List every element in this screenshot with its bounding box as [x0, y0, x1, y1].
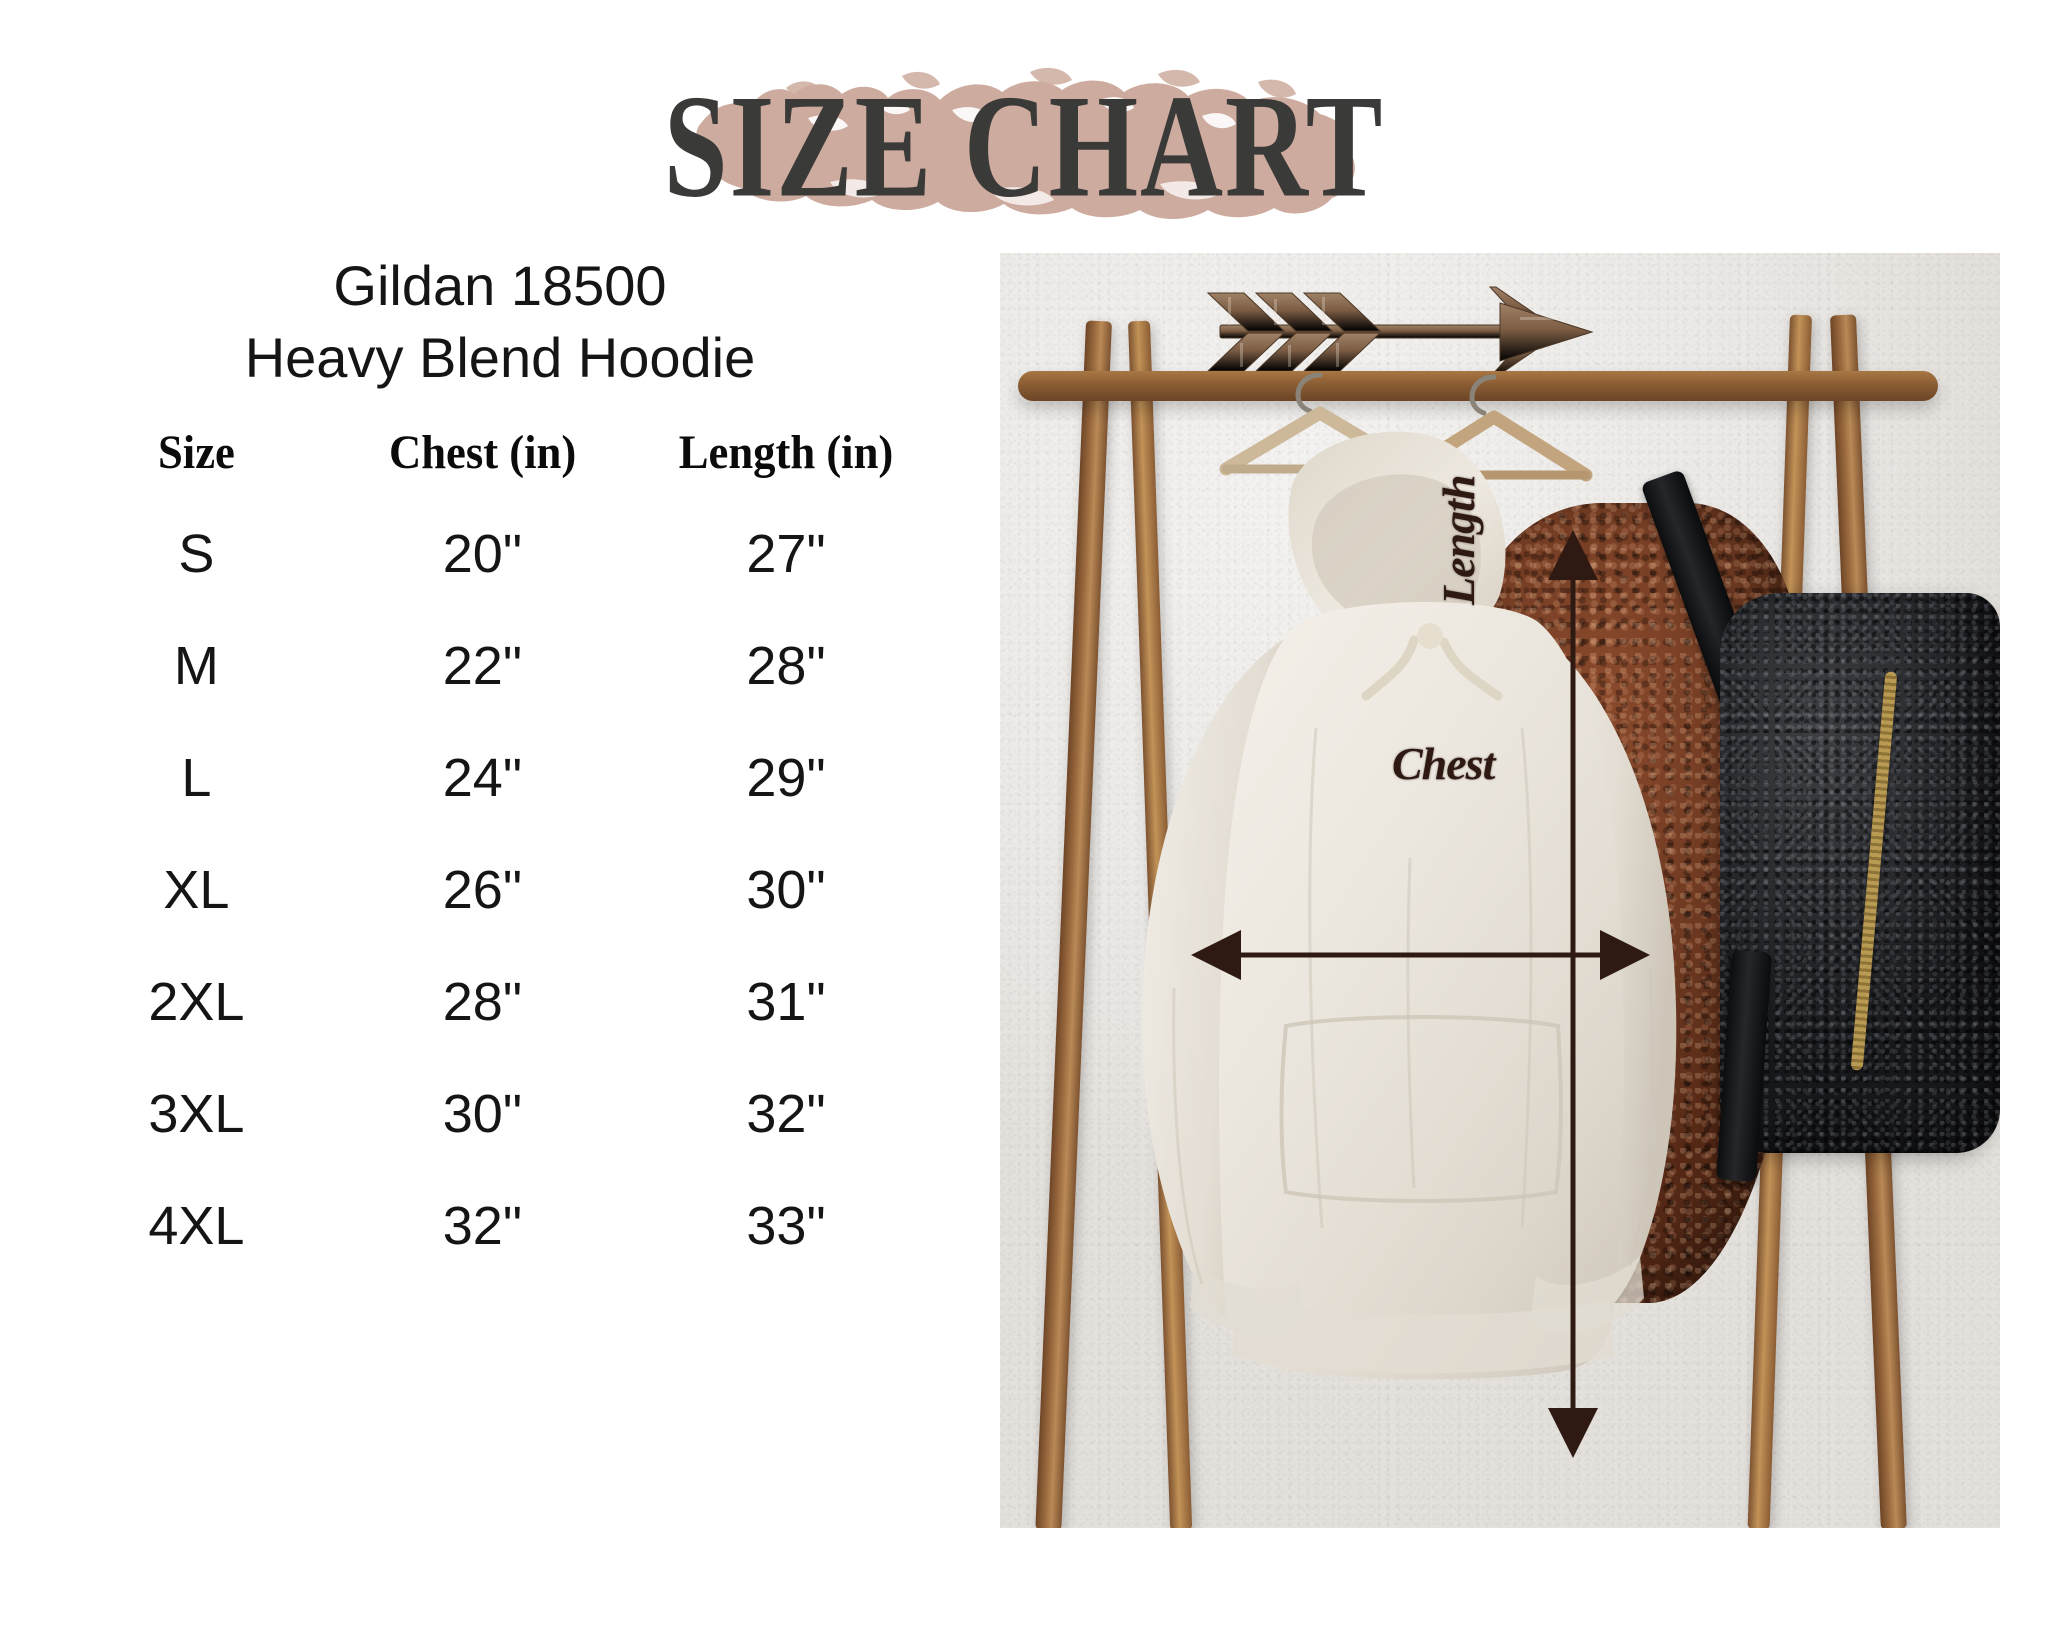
cell-length: 28" — [746, 636, 826, 697]
cell-length: 30" — [746, 860, 826, 921]
wooden-arrow-icon — [1200, 273, 1600, 393]
cell-length: 32" — [746, 1084, 826, 1145]
cell-size: S — [178, 524, 215, 585]
column-header-chest: Chest (in) — [388, 426, 577, 480]
cell-chest: 32" — [442, 1196, 522, 1257]
table-row: S 20" 27" — [60, 498, 940, 610]
cell-chest: 24" — [442, 748, 522, 809]
cell-chest: 28" — [442, 972, 522, 1033]
page-title: SIZE CHART — [663, 65, 1385, 229]
product-name: Gildan 18500 Heavy Blend Hoodie — [60, 250, 940, 393]
cell-size: M — [173, 636, 219, 697]
table-row: 3XL 30" 32" — [60, 1058, 940, 1170]
table-row: M 22" 28" — [60, 610, 940, 722]
cell-size: 4XL — [148, 1196, 245, 1257]
title-block: SIZE CHART — [0, 22, 2048, 232]
product-garment-line: Heavy Blend Hoodie — [244, 325, 756, 389]
column-header-length: Length (in) — [678, 426, 894, 480]
cell-size: 3XL — [148, 1084, 245, 1145]
product-photo: Length Chest — [1000, 253, 2000, 1528]
table-row: 2XL 28" 31" — [60, 946, 940, 1058]
table-row: L 24" 29" — [60, 722, 940, 834]
column-header-size: Size — [157, 426, 235, 480]
cell-size: 2XL — [148, 972, 245, 1033]
cell-chest: 26" — [442, 860, 522, 921]
size-table: Size Chest (in) Length (in) S 20" 27" M … — [60, 425, 940, 1282]
cell-chest: 20" — [442, 524, 522, 585]
backpack — [1640, 469, 2000, 1193]
cell-chest: 22" — [442, 636, 522, 697]
product-style-line: Gildan 18500 — [333, 254, 667, 317]
hoodie-garment — [1110, 428, 1730, 1428]
table-row: XL 26" 30" — [60, 834, 940, 946]
spec-panel: Gildan 18500 Heavy Blend Hoodie Size Che… — [60, 250, 940, 1570]
brush-stroke-decoration — [690, 60, 1365, 225]
cell-length: 27" — [746, 524, 826, 585]
table-row: 4XL 32" 33" — [60, 1170, 940, 1282]
table-header-row: Size Chest (in) Length (in) — [60, 425, 940, 498]
cell-chest: 30" — [442, 1084, 522, 1145]
cell-size: L — [181, 748, 212, 809]
cell-length: 31" — [746, 972, 826, 1033]
cell-size: XL — [163, 860, 230, 921]
cell-length: 33" — [746, 1196, 826, 1257]
cell-length: 29" — [746, 748, 826, 809]
